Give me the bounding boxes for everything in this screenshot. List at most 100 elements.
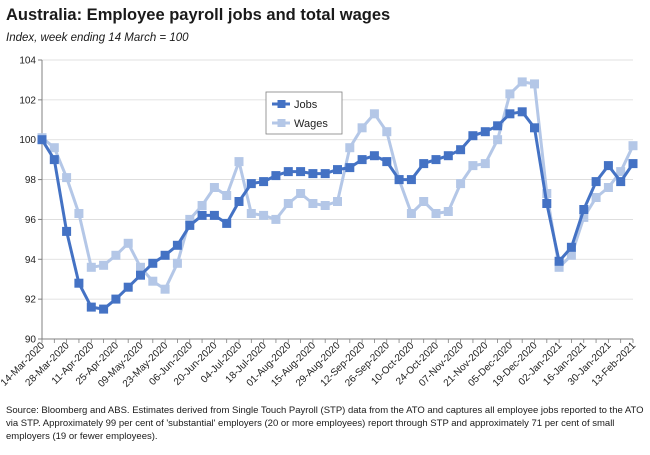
- wages-point: [160, 284, 170, 294]
- y-tick-label: 92: [25, 295, 37, 306]
- wages-point: [222, 191, 232, 200]
- jobs-point: [554, 256, 564, 266]
- jobs-point: [222, 218, 232, 228]
- wages-point: [566, 250, 576, 260]
- wages-point: [86, 262, 96, 272]
- jobs-series-line: [40, 110, 635, 311]
- wages-point: [554, 262, 564, 272]
- legend-jobs-label: Jobs: [294, 99, 318, 111]
- jobs-point: [456, 145, 466, 155]
- jobs-point: [259, 177, 269, 187]
- wages-point: [333, 197, 342, 206]
- chart-subtitle: Index, week ending 14 March = 100: [6, 32, 189, 44]
- legend-jobs-marker: [277, 100, 286, 108]
- wages-point: [99, 260, 109, 270]
- wages-point: [456, 179, 466, 189]
- wages-point: [530, 79, 539, 89]
- wages-point: [579, 212, 589, 222]
- wages-point: [505, 89, 515, 99]
- jobs-point: [49, 155, 59, 165]
- source-note: Source: Bloomberg and ABS. Estimates der…: [6, 405, 644, 442]
- jobs-point: [86, 302, 96, 312]
- y-tick-label: 90: [25, 335, 37, 346]
- jobs-point: [160, 250, 170, 260]
- y-tick-label: 100: [19, 135, 36, 146]
- wages-point: [443, 207, 453, 216]
- chart-title: Australia: Employee payroll jobs and tot…: [6, 6, 391, 24]
- jobs-point: [468, 131, 478, 141]
- wages-point: [345, 143, 355, 153]
- wages-point: [136, 262, 145, 272]
- jobs-point: [37, 135, 47, 145]
- wages-point: [296, 189, 306, 198]
- wages-point: [628, 141, 638, 151]
- jobs-point: [136, 270, 145, 280]
- jobs-point: [505, 109, 515, 119]
- wages-point: [480, 159, 490, 169]
- wages-point: [148, 276, 158, 286]
- wages-point: [603, 183, 613, 192]
- jobs-point: [591, 177, 601, 187]
- wages-point: [616, 167, 626, 177]
- y-tick-label: 98: [25, 175, 37, 186]
- wages-point: [419, 197, 429, 206]
- wages-point: [591, 193, 601, 202]
- jobs-point: [616, 177, 626, 187]
- wages-point: [542, 189, 552, 198]
- jobs-point: [480, 127, 490, 137]
- series-layer: [37, 77, 638, 314]
- y-tick-label: 94: [25, 255, 37, 266]
- jobs-point: [234, 197, 244, 206]
- wages-point: [62, 173, 72, 183]
- jobs-point: [517, 107, 527, 117]
- legend: Jobs Wages: [265, 91, 343, 135]
- jobs-point: [419, 159, 429, 169]
- jobs-point: [394, 175, 404, 185]
- jobs-point: [530, 123, 539, 133]
- wages-point: [74, 209, 84, 218]
- jobs-point: [99, 304, 109, 314]
- jobs-point: [320, 169, 330, 179]
- wages-point: [517, 77, 527, 87]
- jobs-point: [246, 179, 256, 189]
- jobs-point: [185, 220, 195, 230]
- wages-point: [185, 214, 195, 224]
- legend-wages-label: Wages: [294, 118, 328, 130]
- jobs-point: [209, 210, 219, 220]
- jobs-point: [357, 155, 367, 165]
- jobs-point: [197, 210, 207, 220]
- wages-point: [320, 201, 330, 210]
- wages-point: [382, 127, 392, 137]
- wages-point: [49, 143, 59, 153]
- jobs-point: [271, 171, 281, 181]
- wages-point: [259, 210, 269, 220]
- jobs-point: [111, 294, 121, 304]
- jobs-point: [382, 157, 392, 167]
- jobs-point: [148, 258, 158, 268]
- wages-point: [493, 135, 503, 145]
- jobs-point: [566, 242, 576, 252]
- wages-point: [431, 209, 441, 218]
- wages-point: [283, 199, 293, 208]
- jobs-point: [345, 163, 355, 173]
- jobs-point: [172, 240, 182, 250]
- jobs-point: [308, 169, 318, 179]
- y-tick-label: 102: [19, 95, 36, 106]
- jobs-point: [628, 159, 638, 169]
- wages-point: [308, 199, 318, 208]
- jobs-point: [283, 167, 293, 177]
- jobs-point: [579, 205, 589, 214]
- jobs-point: [493, 121, 503, 131]
- wages-point: [123, 238, 133, 248]
- jobs-point: [406, 175, 416, 185]
- wages-point: [111, 250, 121, 260]
- y-tick-label: 96: [25, 215, 37, 226]
- wages-point: [369, 109, 379, 119]
- jobs-point: [74, 278, 84, 288]
- jobs-point: [431, 155, 441, 165]
- y-tick-label: 104: [19, 56, 36, 67]
- legend-wages-marker: [277, 119, 286, 127]
- jobs-point: [443, 151, 453, 161]
- wages-point: [271, 214, 281, 224]
- line-chart: 909294969810010210414-Mar-202028-Mar-202…: [0, 56, 638, 390]
